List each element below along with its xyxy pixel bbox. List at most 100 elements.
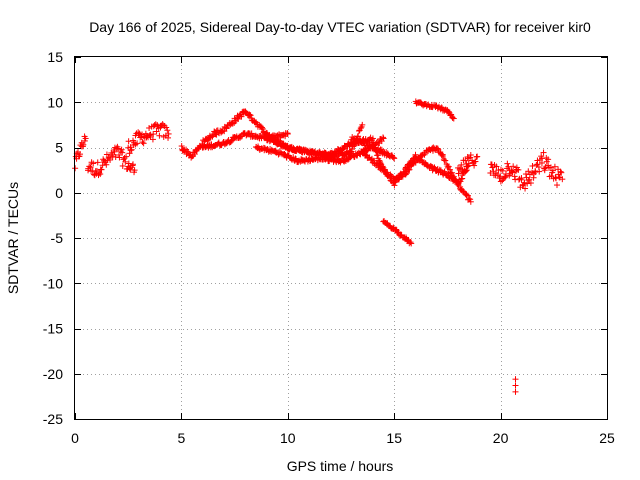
y-axis-label: SDTVAR / TECUs [5, 182, 21, 294]
data-point [80, 141, 87, 148]
data-point [386, 173, 393, 180]
data-points [72, 98, 566, 395]
data-point [467, 198, 474, 205]
data-point [540, 149, 547, 156]
data-point [392, 226, 399, 233]
data-point [463, 192, 470, 199]
plot-frame [74, 56, 608, 420]
data-point [223, 125, 230, 132]
data-point [448, 111, 455, 118]
data-point [126, 165, 133, 172]
data-point [115, 145, 122, 152]
data-point [488, 161, 495, 168]
data-point [515, 166, 522, 173]
data-point [401, 169, 408, 176]
data-point [259, 125, 266, 132]
data-point [156, 132, 163, 139]
data-point [542, 164, 549, 171]
data-point [380, 148, 387, 155]
chart-title: Day 166 of 2025, Sidereal Day-to-day VTE… [89, 19, 591, 35]
data-point [508, 168, 515, 175]
data-point [408, 240, 415, 247]
data-point [99, 162, 106, 169]
data-point [559, 176, 566, 183]
data-point [134, 140, 141, 147]
data-point [524, 180, 531, 187]
data-point [536, 168, 543, 175]
data-point [165, 134, 172, 141]
data-point [501, 174, 508, 181]
data-point [349, 141, 356, 148]
data-point [450, 115, 457, 122]
data-point [376, 157, 383, 164]
data-point [406, 166, 413, 173]
y-tick-label: -10 [43, 275, 63, 291]
y-tick-label: 15 [47, 49, 63, 65]
y-tick-label: 5 [55, 140, 63, 156]
data-point [558, 169, 565, 176]
data-point [82, 135, 89, 142]
data-point [380, 135, 387, 142]
data-point [547, 164, 554, 171]
data-point [372, 147, 379, 154]
data-point [380, 134, 387, 141]
data-point [139, 139, 146, 146]
data-point [467, 152, 474, 159]
data-point [504, 160, 511, 167]
data-point [149, 136, 156, 143]
data-point [136, 130, 143, 137]
data-point [96, 169, 103, 176]
data-point [445, 163, 452, 170]
data-point [349, 146, 356, 153]
data-point [131, 167, 138, 174]
x-tick-label: 15 [386, 430, 402, 446]
data-point [163, 124, 170, 131]
data-point [357, 125, 364, 132]
data-point [434, 145, 441, 152]
data-point [98, 166, 105, 173]
y-tick-label: 0 [55, 185, 63, 201]
data-point [509, 169, 516, 176]
data-point [107, 156, 114, 163]
data-point [525, 168, 532, 175]
data-point [391, 155, 398, 162]
data-point [191, 151, 198, 158]
data-point [487, 169, 494, 176]
grid [75, 57, 607, 419]
data-point [550, 167, 557, 174]
data-point [381, 167, 388, 174]
data-point [557, 168, 564, 175]
x-tick-label: 20 [493, 430, 509, 446]
data-point [409, 158, 416, 165]
data-point [359, 121, 366, 128]
data-point [458, 161, 465, 168]
data-point [493, 163, 500, 170]
data-point [247, 112, 254, 119]
data-point [127, 147, 134, 154]
data-point [150, 131, 157, 138]
data-point [373, 148, 380, 155]
data-point [116, 154, 123, 161]
data-point [228, 137, 235, 144]
data-point [164, 127, 171, 134]
data-point [371, 144, 378, 151]
data-point [123, 153, 130, 160]
data-point [395, 229, 402, 236]
data-point [121, 155, 128, 162]
data-point [512, 376, 519, 383]
data-point [527, 180, 534, 187]
data-point [268, 146, 275, 153]
data-point [153, 128, 160, 135]
y-tick-label: -5 [51, 230, 64, 246]
data-point [125, 138, 132, 145]
data-point [377, 160, 384, 167]
data-point [119, 149, 126, 156]
data-point [440, 156, 447, 163]
x-axis-label: GPS time / hours [287, 458, 394, 474]
data-point [472, 158, 479, 165]
data-point [541, 167, 548, 174]
data-point [518, 175, 525, 182]
data-point [499, 167, 506, 174]
data-point [442, 157, 449, 164]
